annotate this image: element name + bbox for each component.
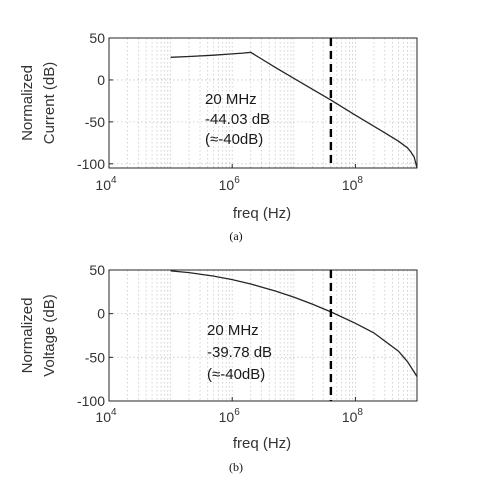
annotation-text: -39.78 dB: [207, 344, 272, 361]
series-line: [170, 51, 418, 169]
x-tick-label: 106: [219, 407, 241, 425]
y-tick-label: 0: [97, 306, 105, 322]
y-axis-label: Voltage (dB): [41, 294, 58, 377]
x-tick-label: 108: [342, 407, 364, 425]
panel-caption: (b): [229, 460, 243, 474]
x-tick-label: 108: [342, 175, 364, 193]
panel-caption: (a): [229, 229, 242, 243]
x-tick-label: 104: [95, 407, 117, 425]
y-tick-label: 50: [89, 262, 105, 278]
grid: [109, 270, 417, 401]
x-axis-label: freq (Hz): [233, 435, 291, 452]
y-tick-label: -100: [77, 393, 105, 409]
panel-a: 50 0 -50 -100 104 106 108 20 MHz -44.03 dB (≈-40d…: [19, 30, 418, 243]
y-axis-label: Normalized: [19, 65, 36, 141]
annotation-text: -44.03 dB: [205, 111, 270, 128]
grid: [109, 38, 417, 168]
y-tick-label: 50: [89, 30, 105, 46]
annotation-text: 20 MHz: [207, 322, 259, 339]
axes-frame: [108, 269, 418, 402]
axes-frame: [108, 37, 418, 169]
x-axis-label: freq (Hz): [233, 205, 291, 222]
annotation-text: (≈-40dB): [205, 131, 263, 148]
y-tick-label: -100: [77, 156, 105, 172]
y-axis-label: Current (dB): [41, 62, 58, 145]
y-tick-label: -50: [85, 349, 105, 365]
x-tick-label: 104: [95, 175, 117, 193]
y-tick-label: 0: [97, 72, 105, 88]
y-tick-label: -50: [85, 114, 105, 130]
series-line: [170, 270, 418, 377]
annotation-text: (≈-40dB): [207, 366, 265, 383]
plot-area: [109, 38, 417, 168]
annotation-text: 20 MHz: [205, 91, 257, 108]
plot-area: [109, 270, 417, 401]
x-tick-label: 106: [219, 175, 241, 193]
y-axis-label: Normalized: [19, 298, 36, 374]
